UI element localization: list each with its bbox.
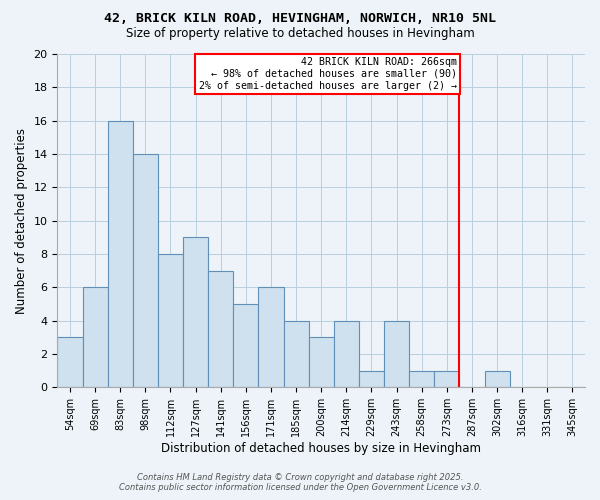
Bar (384, 320, 409, 388)
Bar (158, 254, 183, 388)
Bar (284, 320, 308, 388)
X-axis label: Distribution of detached houses by size in Hevingham: Distribution of detached houses by size … (161, 442, 481, 455)
Bar (83, 288, 107, 388)
Bar (308, 338, 334, 388)
Text: Size of property relative to detached houses in Hevingham: Size of property relative to detached ho… (125, 28, 475, 40)
Bar (359, 370, 384, 388)
Bar (485, 370, 509, 388)
Bar (259, 288, 284, 388)
Bar (233, 304, 259, 388)
Bar (334, 320, 359, 388)
Text: 42, BRICK KILN ROAD, HEVINGHAM, NORWICH, NR10 5NL: 42, BRICK KILN ROAD, HEVINGHAM, NORWICH,… (104, 12, 496, 26)
Bar (434, 370, 460, 388)
Bar (58, 338, 83, 388)
Bar (183, 238, 208, 388)
Bar (409, 370, 434, 388)
Y-axis label: Number of detached properties: Number of detached properties (15, 128, 28, 314)
Bar (133, 154, 158, 388)
Bar (107, 120, 133, 388)
Text: Contains HM Land Registry data © Crown copyright and database right 2025.
Contai: Contains HM Land Registry data © Crown c… (119, 473, 481, 492)
Bar (208, 270, 233, 388)
Text: 42 BRICK KILN ROAD: 266sqm
← 98% of detached houses are smaller (90)
2% of semi-: 42 BRICK KILN ROAD: 266sqm ← 98% of deta… (199, 58, 457, 90)
